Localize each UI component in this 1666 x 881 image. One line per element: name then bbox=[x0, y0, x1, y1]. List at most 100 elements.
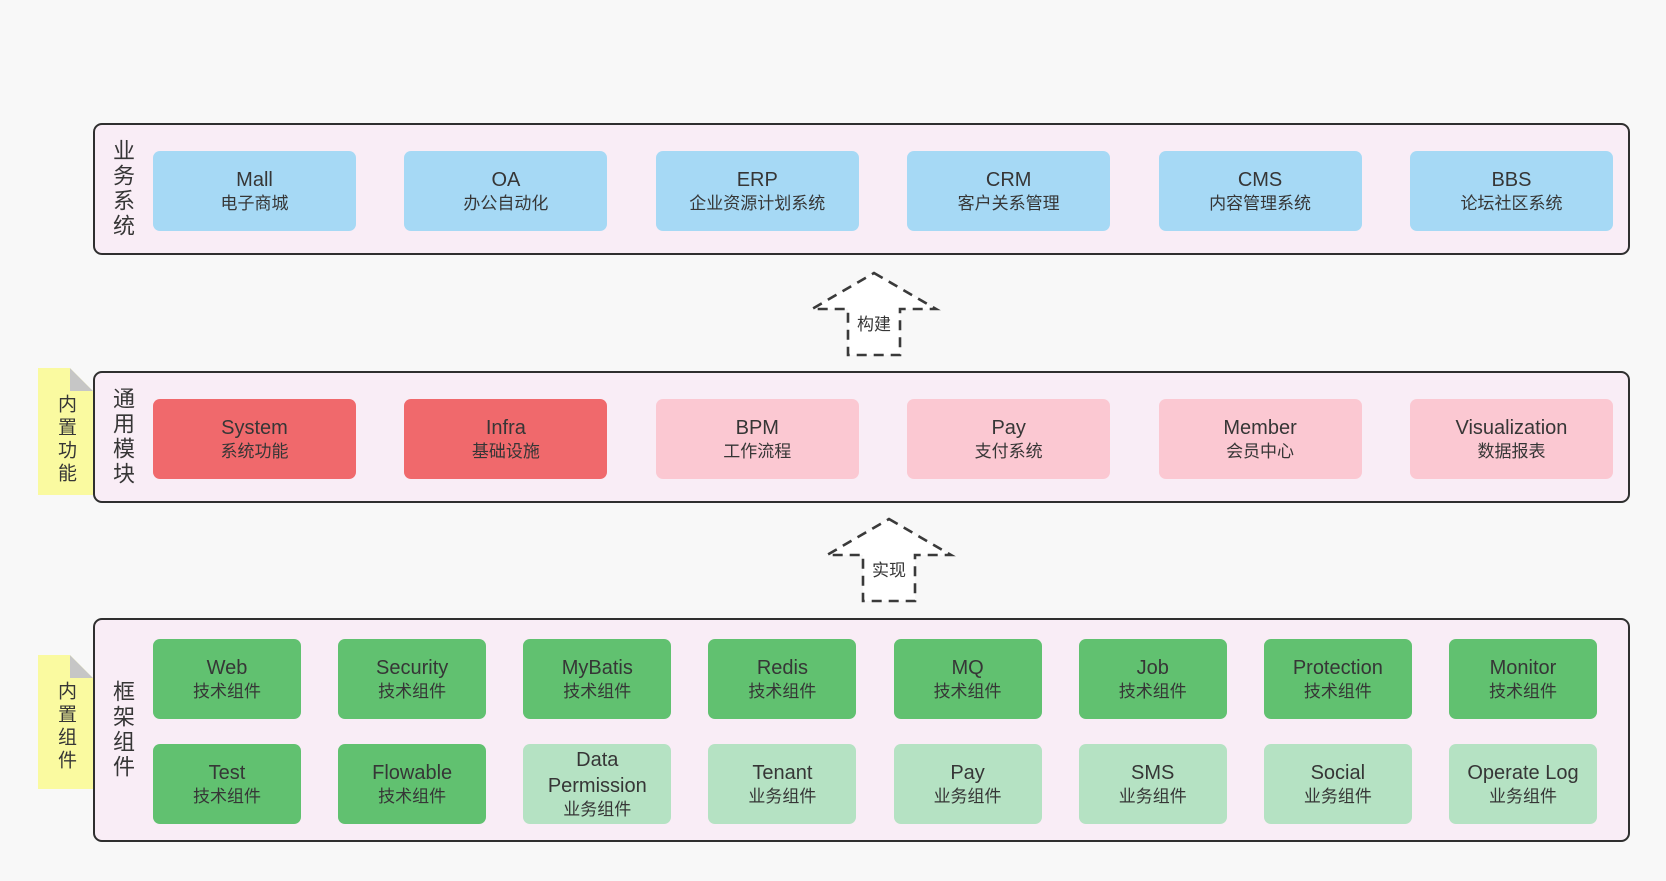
band-common-modules: 通用模块 System 系统功能 Infra 基础设施 BPM 工作流程 Pay… bbox=[93, 371, 1630, 503]
box-subtitle: 业务组件 bbox=[933, 786, 1002, 806]
box-monitor: Monitor 技术组件 bbox=[1448, 639, 1597, 719]
box-title: BPM bbox=[735, 416, 779, 439]
box-subtitle: 工作流程 bbox=[723, 441, 792, 461]
box-subtitle: 技术组件 bbox=[563, 681, 632, 701]
box-job: Job 技术组件 bbox=[1078, 639, 1227, 719]
box-title: Test bbox=[208, 761, 246, 784]
box-subtitle: 数据报表 bbox=[1477, 441, 1546, 461]
band-label-business-systems: 业务系统 bbox=[110, 139, 135, 239]
box-infra: Infra 基础设施 bbox=[404, 399, 608, 479]
box-title: SMS bbox=[1131, 761, 1175, 784]
box-title: Pay bbox=[950, 761, 985, 784]
box-subtitle: 技术组件 bbox=[933, 681, 1002, 701]
box-protection: Protection 技术组件 bbox=[1263, 639, 1412, 719]
box-subtitle: 企业资源计划系统 bbox=[689, 193, 826, 213]
box-title: Pay bbox=[991, 416, 1026, 439]
box-title: MyBatis bbox=[561, 656, 633, 679]
sticky-note-built-in-components: 内置组件 bbox=[38, 655, 93, 789]
box-subtitle: 办公自动化 bbox=[463, 193, 549, 213]
band-label-framework-components: 框架组件 bbox=[110, 680, 135, 780]
box-subtitle: 技术组件 bbox=[748, 681, 817, 701]
framework-components-row-2: Test 技术组件 Flowable 技术组件 Data Permission … bbox=[153, 744, 1597, 824]
box-title: Tenant bbox=[752, 761, 813, 784]
box-subtitle: 业务组件 bbox=[1488, 786, 1557, 806]
box-subtitle: 技术组件 bbox=[1303, 681, 1372, 701]
box-visualization: Visualization 数据报表 bbox=[1409, 399, 1613, 479]
box-subtitle: 技术组件 bbox=[193, 786, 261, 806]
box-subtitle: 电子商城 bbox=[220, 193, 289, 213]
box-subtitle: 技术组件 bbox=[193, 681, 261, 701]
box-title: CMS bbox=[1237, 168, 1283, 191]
box-subtitle: 会员中心 bbox=[1226, 441, 1295, 461]
box-title: CRM bbox=[985, 168, 1032, 191]
box-title: Mall bbox=[236, 168, 273, 191]
box-subtitle: 论坛社区系统 bbox=[1460, 193, 1563, 213]
box-operate-log: Operate Log 业务组件 bbox=[1448, 744, 1597, 824]
arrow-build: 构建 bbox=[807, 270, 941, 358]
band-framework-components: 框架组件 Web 技术组件 Security 技术组件 MyBatis 技术组件… bbox=[93, 618, 1630, 842]
box-mybatis: MyBatis 技术组件 bbox=[523, 639, 672, 719]
band-business-systems: 业务系统 Mall 电子商城 OA 办公自动化 ERP 企业资源计划系统 CRM… bbox=[93, 123, 1630, 255]
box-sms: SMS 业务组件 bbox=[1078, 744, 1227, 824]
box-subtitle: 技术组件 bbox=[378, 681, 447, 701]
common-modules-boxes: System 系统功能 Infra 基础设施 BPM 工作流程 Pay 支付系统… bbox=[153, 399, 1613, 479]
box-mq: MQ 技术组件 bbox=[893, 639, 1042, 719]
box-redis: Redis 技术组件 bbox=[708, 639, 857, 719]
box-erp: ERP 企业资源计划系统 bbox=[655, 151, 859, 231]
box-subtitle: 业务组件 bbox=[1118, 786, 1187, 806]
box-title: Redis bbox=[756, 656, 808, 679]
folded-corner-icon bbox=[70, 655, 93, 678]
box-subtitle: 技术组件 bbox=[1488, 681, 1557, 701]
box-system: System 系统功能 bbox=[153, 399, 356, 479]
box-subtitle: 基础设施 bbox=[471, 441, 540, 461]
folded-corner-icon bbox=[70, 368, 93, 391]
box-subtitle: 客户关系管理 bbox=[957, 193, 1060, 213]
box-title: Security bbox=[376, 656, 449, 679]
box-pay-business: Pay 业务组件 bbox=[893, 744, 1042, 824]
box-title: Job bbox=[1136, 656, 1169, 679]
box-web: Web 技术组件 bbox=[153, 639, 301, 719]
box-title: Operate Log bbox=[1467, 761, 1579, 784]
box-title: Monitor bbox=[1489, 656, 1557, 679]
box-test: Test 技术组件 bbox=[153, 744, 301, 824]
box-title: Infra bbox=[485, 416, 526, 439]
box-subtitle: 技术组件 bbox=[378, 786, 447, 806]
box-pay: Pay 支付系统 bbox=[907, 399, 1111, 479]
box-bpm: BPM 工作流程 bbox=[655, 399, 859, 479]
business-systems-boxes: Mall 电子商城 OA 办公自动化 ERP 企业资源计划系统 CRM 客户关系… bbox=[153, 151, 1613, 231]
box-crm: CRM 客户关系管理 bbox=[907, 151, 1111, 231]
box-title: Web bbox=[206, 656, 248, 679]
sticky-note-label: 内置功能 bbox=[55, 394, 76, 486]
box-title: BBS bbox=[1491, 168, 1532, 191]
box-member: Member 会员中心 bbox=[1158, 399, 1362, 479]
box-flowable: Flowable 技术组件 bbox=[338, 744, 487, 824]
box-cms: CMS 内容管理系统 bbox=[1158, 151, 1362, 231]
box-subtitle: 业务组件 bbox=[1303, 786, 1372, 806]
box-bbs: BBS 论坛社区系统 bbox=[1409, 151, 1613, 231]
box-subtitle: 内容管理系统 bbox=[1209, 193, 1312, 213]
box-subtitle: 支付系统 bbox=[974, 441, 1043, 461]
box-title: OA bbox=[491, 168, 521, 191]
box-social: Social 业务组件 bbox=[1263, 744, 1412, 824]
box-title: MQ bbox=[951, 656, 984, 679]
sticky-note-built-in-functions: 内置功能 bbox=[38, 368, 93, 495]
box-title: Social bbox=[1310, 761, 1366, 784]
box-subtitle: 业务组件 bbox=[748, 786, 817, 806]
sticky-note-label: 内置组件 bbox=[55, 681, 76, 773]
box-title: Member bbox=[1223, 416, 1297, 439]
box-title: Visualization bbox=[1455, 416, 1568, 439]
box-mall: Mall 电子商城 bbox=[153, 151, 356, 231]
box-title: Data Permission bbox=[547, 748, 647, 797]
box-title: Protection bbox=[1292, 656, 1383, 679]
framework-components-row-1: Web 技术组件 Security 技术组件 MyBatis 技术组件 Redi… bbox=[153, 639, 1597, 719]
box-title: ERP bbox=[736, 168, 778, 191]
box-tenant: Tenant 业务组件 bbox=[708, 744, 857, 824]
arrow-implement-label: 实现 bbox=[869, 556, 909, 581]
box-subtitle: 业务组件 bbox=[563, 799, 632, 819]
box-subtitle: 技术组件 bbox=[1118, 681, 1187, 701]
arrow-implement: 实现 bbox=[822, 516, 956, 604]
box-title: System bbox=[221, 416, 288, 439]
box-security: Security 技术组件 bbox=[338, 639, 487, 719]
box-data-permission: Data Permission 业务组件 bbox=[523, 744, 672, 824]
